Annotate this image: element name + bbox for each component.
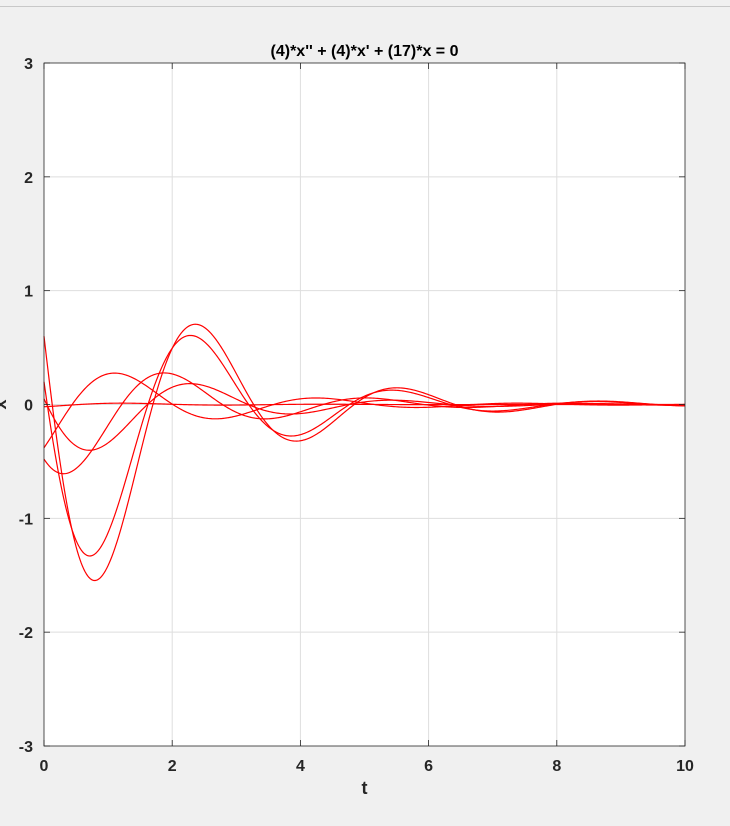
x-tick-label: 8 — [552, 758, 561, 775]
x-tick-label: 6 — [424, 758, 433, 775]
x-tick-label: 2 — [168, 758, 177, 775]
x-tick-label: 0 — [40, 758, 49, 775]
solution-curve-6 — [43, 402, 685, 408]
x-tick-label: 10 — [676, 758, 694, 775]
x-tick-label: 4 — [296, 758, 305, 775]
figure-top-rule — [0, 6, 730, 7]
x-axis-label: t — [362, 778, 368, 798]
tick-labels: 0 2 4 6 8 10 -3 -2 -1 0 1 2 3 — [19, 56, 694, 775]
y-axis-label: x — [0, 399, 10, 409]
solution-curve-2 — [43, 334, 686, 557]
solution-curve-5 — [43, 383, 686, 451]
y-tick-label: 3 — [24, 56, 33, 73]
y-tick-label: 0 — [24, 398, 33, 415]
chart-title: (4)*x'' + (4)*x' + (17)*x = 0 — [271, 43, 459, 60]
y-tick-label: -2 — [19, 625, 33, 642]
y-tick-label: 1 — [24, 284, 33, 301]
y-tick-label: -1 — [19, 511, 33, 528]
curves — [43, 323, 686, 582]
y-tick-label: 2 — [24, 170, 33, 187]
y-tick-label: -3 — [19, 739, 33, 756]
